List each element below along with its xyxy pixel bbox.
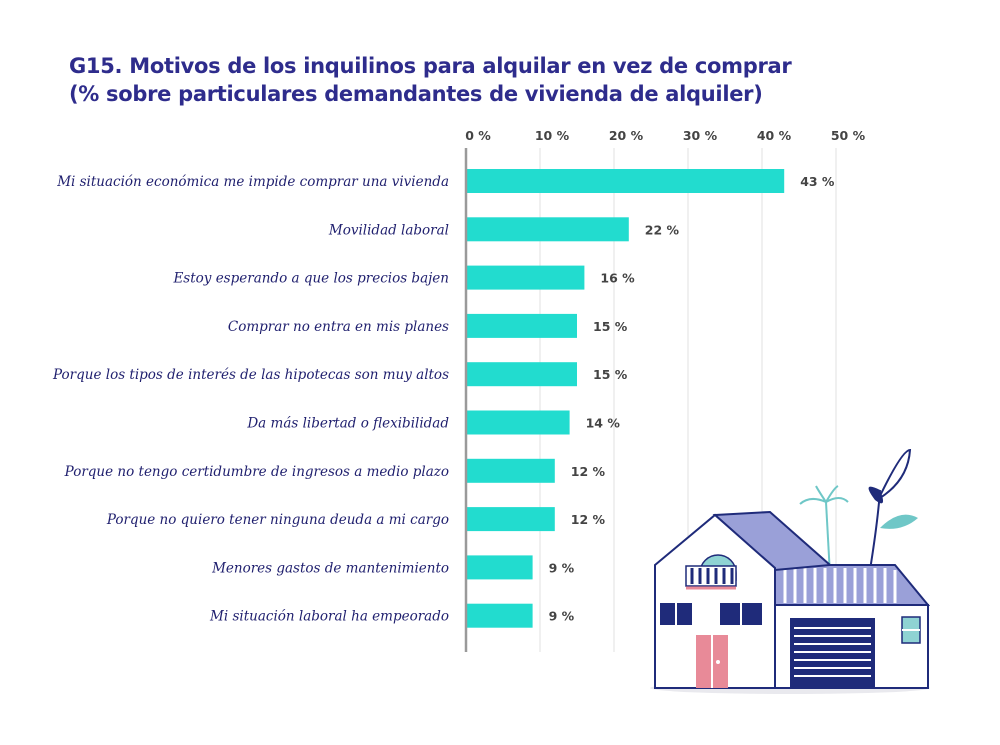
x-tick-label: 40 % — [757, 128, 792, 143]
bar — [466, 555, 533, 580]
value-label: 15 % — [593, 319, 628, 334]
garage-roof — [774, 564, 931, 606]
bar — [466, 507, 555, 532]
x-tick-label: 20 % — [609, 128, 644, 143]
value-label: 12 % — [571, 512, 606, 527]
category-label: Comprar no entra en mis planes — [228, 319, 449, 335]
bar — [466, 458, 555, 483]
x-tick-label: 30 % — [683, 128, 718, 143]
value-label: 16 % — [600, 271, 635, 286]
category-label: Menores gastos de mantenimiento — [211, 560, 449, 576]
value-label: 12 % — [571, 464, 606, 479]
value-label: 22 % — [645, 222, 680, 237]
category-label: Estoy esperando a que los precios bajen — [172, 271, 449, 287]
value-label: 43 % — [800, 174, 835, 189]
value-label: 9 % — [549, 560, 575, 575]
chart-title-line-1: G15. Motivos de los inquilinos para alqu… — [69, 54, 792, 78]
bar — [466, 217, 629, 242]
value-label: 15 % — [593, 367, 628, 382]
category-label: Porque no tengo certidumbre de ingresos … — [64, 464, 449, 480]
bar — [466, 313, 577, 338]
value-labels: 43 % 22 % 16 % 15 % 15 % 14 % 12 % 12 % 9 % 9 % — [549, 174, 835, 624]
bar — [466, 169, 785, 193]
bar — [466, 362, 577, 387]
category-label: Porque los tipos de interés de las hipot… — [52, 367, 449, 383]
x-tick-label: 0 % — [465, 128, 491, 143]
value-label: 14 % — [586, 416, 621, 431]
category-label: Porque no quiero tener ninguna deuda a m… — [106, 512, 449, 528]
chart-title-line-2: (% sobre particulares demandantes de viv… — [69, 82, 763, 106]
bar — [466, 265, 585, 290]
category-label: Movilidad laboral — [328, 222, 449, 238]
bar — [466, 410, 570, 435]
bars — [466, 169, 785, 628]
category-labels: Mi situación económica me impide comprar… — [52, 174, 449, 625]
bar — [466, 603, 533, 628]
plant-icon — [799, 448, 918, 576]
chart-title: G15. Motivos de los inquilinos para alqu… — [69, 52, 792, 108]
x-axis-ticks: 0 % 10 % 20 % 30 % 40 % 50 % — [465, 128, 865, 143]
garage-door — [790, 618, 875, 688]
x-tick-label: 10 % — [535, 128, 570, 143]
category-label: Da más libertad o flexibilidad — [246, 416, 449, 432]
category-label: Mi situación laboral ha empeorado — [209, 609, 449, 625]
category-label: Mi situación económica me impide comprar… — [56, 174, 449, 190]
x-tick-label: 50 % — [831, 128, 866, 143]
house-illustration — [650, 448, 931, 694]
value-label: 9 % — [549, 609, 575, 624]
